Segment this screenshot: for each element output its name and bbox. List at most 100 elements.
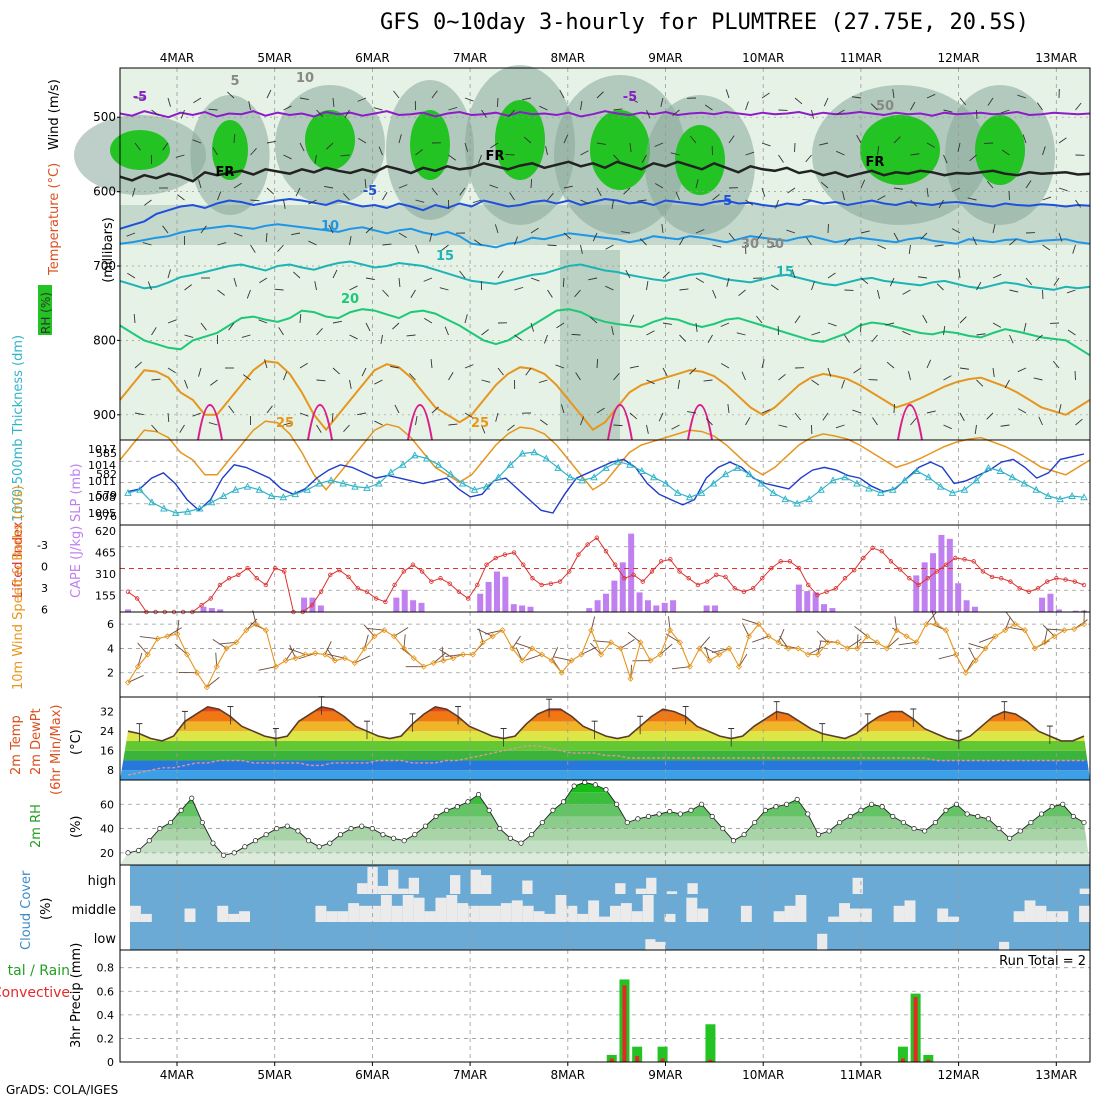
y-tick-right: 1014 [88,459,116,472]
wind-barb [266,89,272,99]
wind-barb [490,142,499,149]
x-tick-label: 11MAR [840,1068,882,1082]
li-point [502,552,508,557]
axis-label-wind: 10m Wind Speed & Barbs (m/s) [11,485,26,690]
wind-point [706,657,713,664]
wind-barb [366,627,385,631]
wind-barb [198,367,202,377]
rh-point [497,826,503,832]
wind-barb [957,142,961,152]
wind-barb [299,97,309,101]
wind-barb [299,313,302,324]
rh-point [167,819,174,826]
wind-barb [959,316,967,324]
wind-point [1002,627,1009,634]
cape-bar [1039,597,1046,612]
temp-contour-3 [119,223,1091,249]
wind-point [253,621,260,628]
cape-bar [208,608,215,612]
wind-barb [1066,289,1076,294]
wind-barb [1005,611,1016,625]
contour-label: 50 [876,99,894,114]
precip-convective-bar [635,1056,640,1062]
cloud-middle [217,905,229,922]
li-point [750,586,756,591]
temp-band [120,706,1090,712]
wind-barb [672,109,680,117]
rh-point [412,832,418,838]
wind-barb [1000,109,1010,114]
wind-barb [727,404,730,414]
wind-barb [430,359,433,369]
wind-barb [671,666,690,670]
cloud-middle [391,905,403,922]
wind-point [302,651,309,658]
wind-point [676,639,683,646]
wind-barb [886,637,899,649]
wind-barb [326,142,334,150]
temp-contour-5 [119,308,1091,357]
rh-point [327,840,333,846]
cape-bar [812,592,819,612]
wind-barb [250,199,260,202]
wind-barb [525,654,543,661]
cape-bar [519,605,526,612]
contour-label: 25 [276,416,294,431]
wind-barb [769,244,779,249]
rh-point [454,804,460,810]
wind-barb [761,92,770,99]
wind-barb [374,420,383,426]
cloud-middle [533,911,545,922]
wind-barb [959,97,967,106]
wind-barb [860,277,869,285]
wind-barb [660,97,664,107]
y-tick-label: 0 [107,1056,114,1069]
cape-bar [301,597,308,612]
li-point [346,574,351,580]
thickness-point [721,470,730,478]
wind-barb [530,277,540,282]
wind-barb [1046,628,1065,631]
cloud-high [377,885,389,894]
cloud-middle [140,913,152,922]
wind-point [400,645,408,652]
thickness-point [972,476,981,484]
thickness-point [148,498,156,506]
cape-bar [200,606,207,612]
rh-point [1007,835,1013,841]
wind-barb [820,181,829,189]
wind-point [617,645,624,652]
side-label-wind: Wind (m/s) [47,79,62,150]
wind-barb [756,232,763,241]
li-point [870,545,875,551]
wind-point [814,651,821,658]
li-point [493,555,498,561]
wind-point [548,657,555,664]
wind-point [933,621,940,628]
rh-point [316,844,322,850]
wind-barb [192,139,202,144]
wind-barb [745,416,751,426]
wind-barb [926,359,932,369]
wind-barb [448,372,454,381]
cape-bar [628,533,635,612]
legend-total-rain: tal / Rain [8,963,70,979]
wind-barb [264,359,268,369]
chart-title: GFS 0~10day 3-hourly for PLUMTREE (27.75… [380,10,1030,35]
cape-bar [393,597,400,612]
wind-barb [162,142,169,151]
thickness-point [339,479,347,487]
wind-barb [559,89,565,99]
wind-barb [258,319,268,324]
wind-barb [659,643,673,655]
rh-point [136,847,142,853]
wind-barb [1038,416,1043,426]
cloud-high [408,877,420,894]
cape-bar [477,593,484,612]
thickness-line [127,451,1085,514]
rh-point [900,819,906,826]
contour-label: FR [866,155,885,170]
wind-barb [1009,238,1017,246]
wind-point [755,621,762,628]
li-point [263,582,269,588]
